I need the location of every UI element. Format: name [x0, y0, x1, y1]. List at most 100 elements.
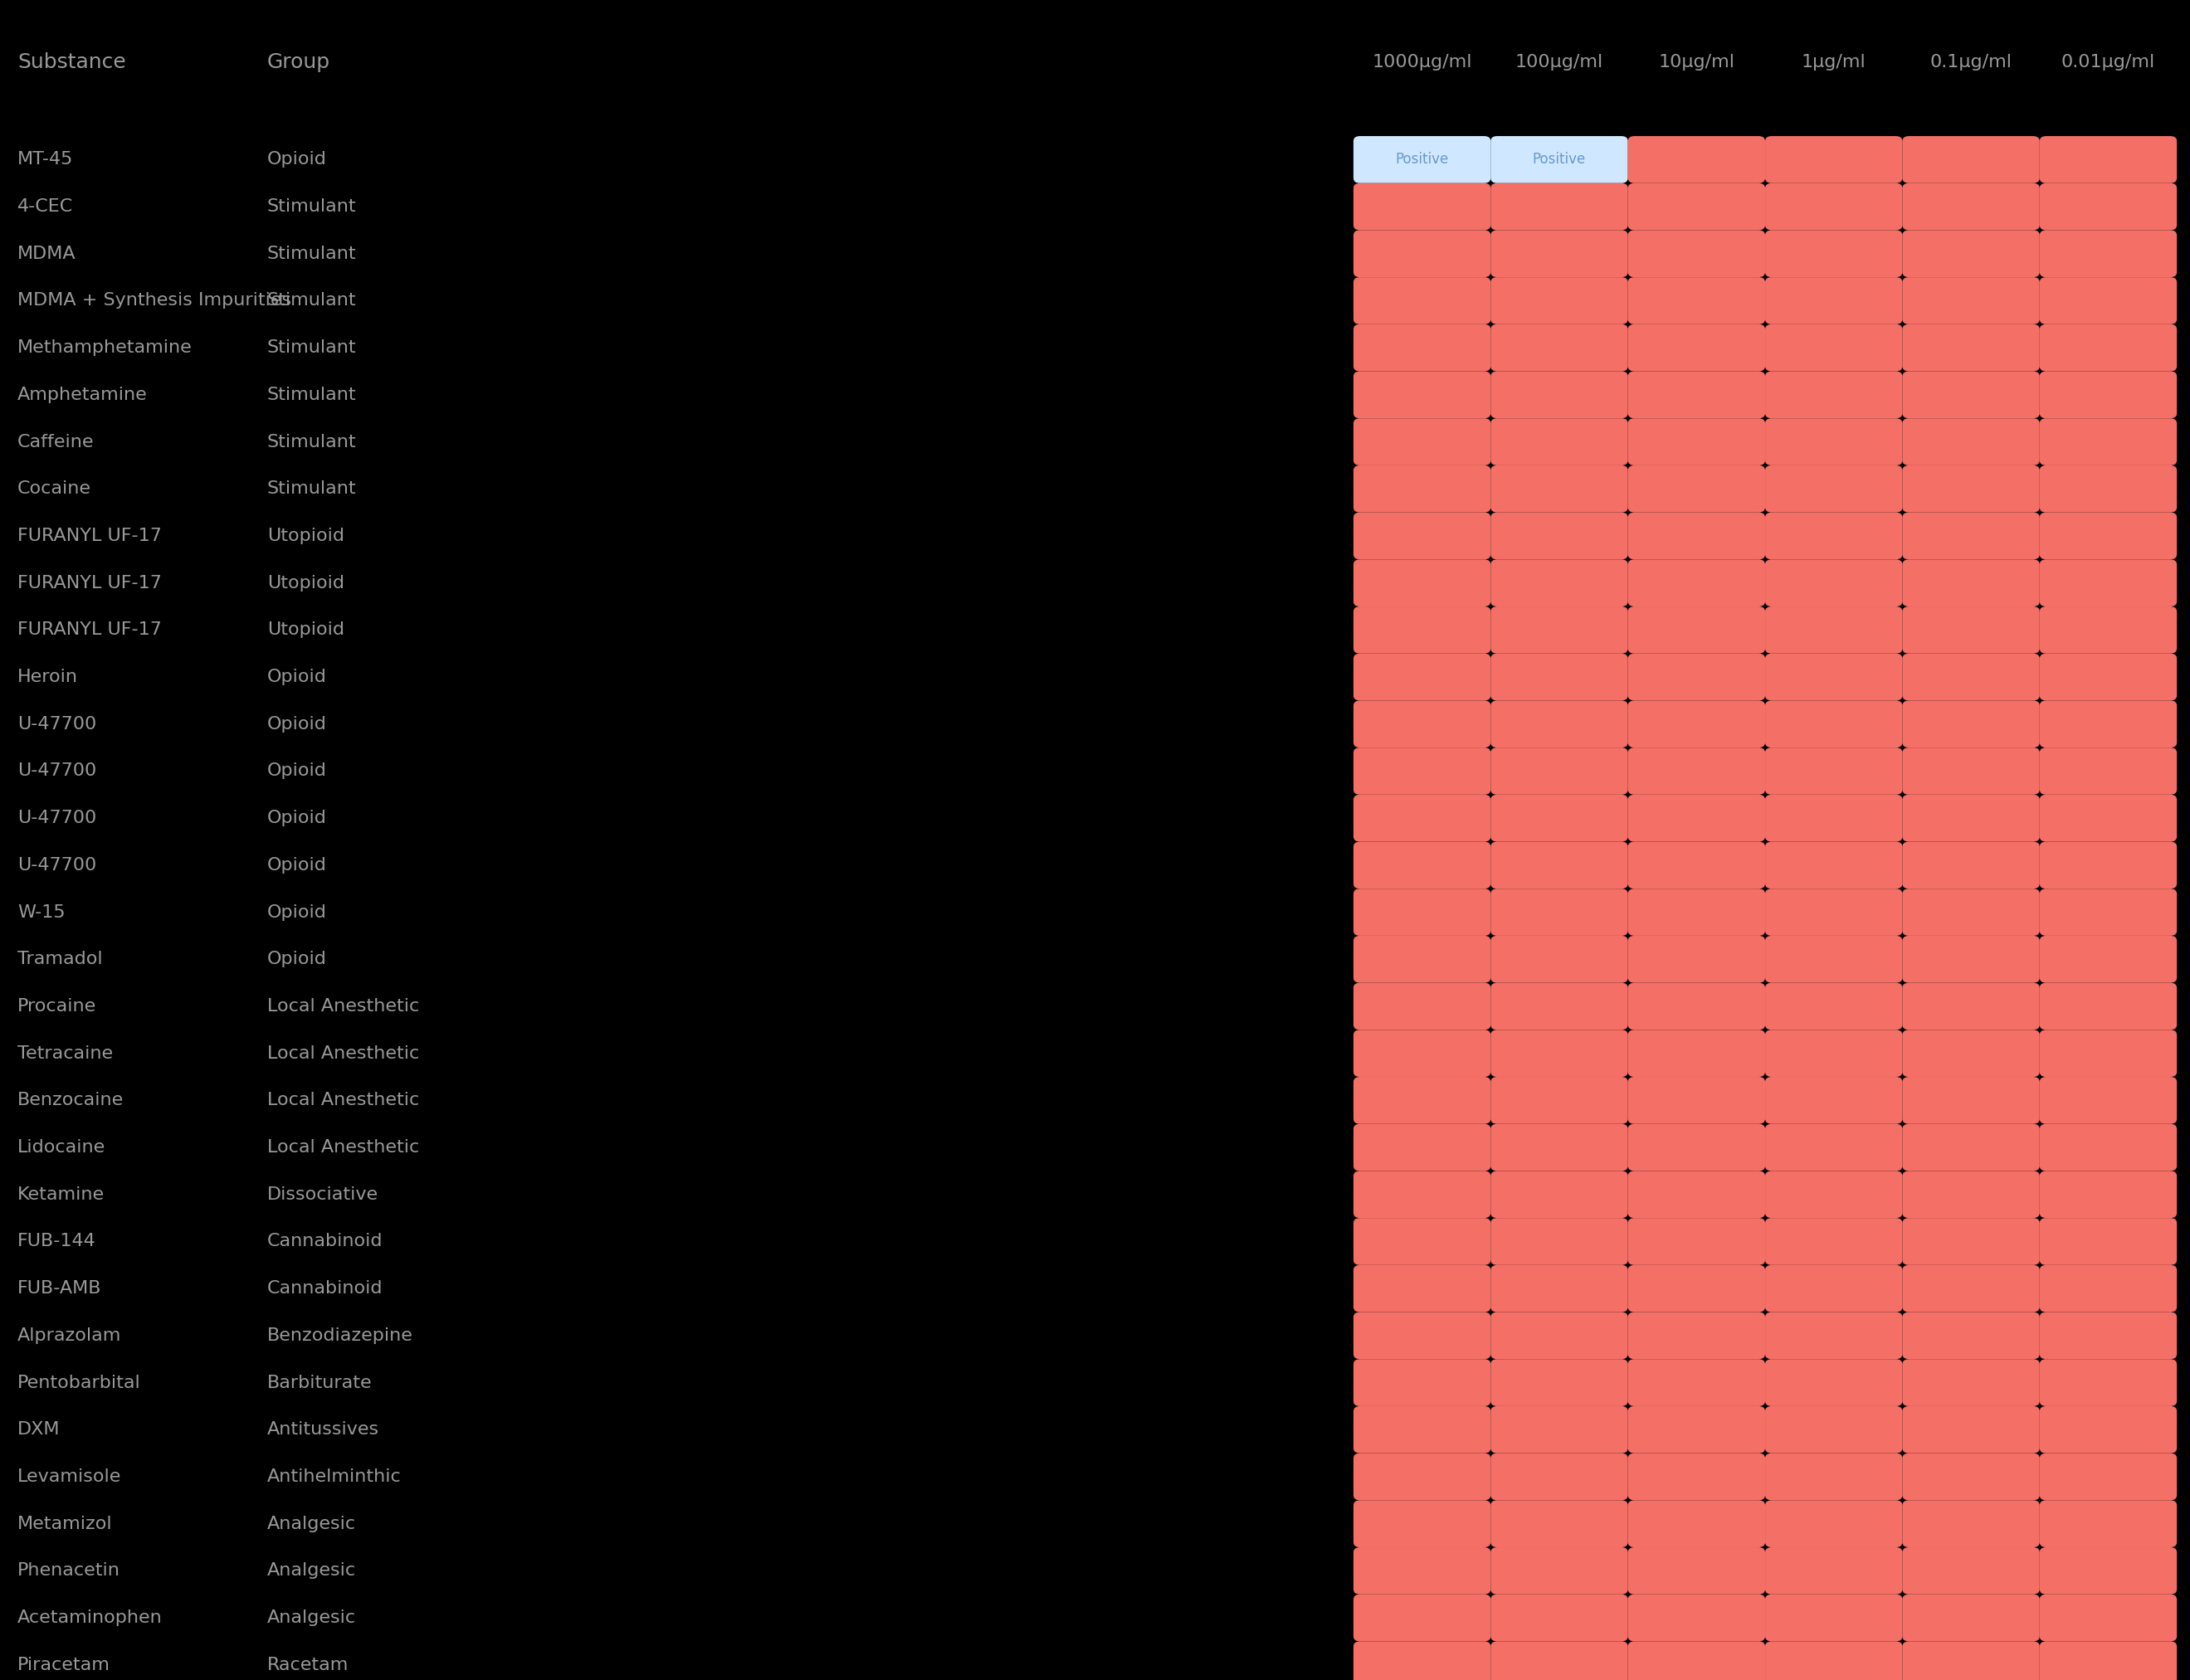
FancyBboxPatch shape	[1491, 842, 1627, 889]
FancyBboxPatch shape	[2039, 606, 2177, 654]
Text: Opioid: Opioid	[267, 669, 326, 685]
FancyBboxPatch shape	[2039, 136, 2177, 183]
FancyBboxPatch shape	[1903, 795, 2039, 842]
FancyBboxPatch shape	[1903, 701, 2039, 748]
Text: Cannabinoid: Cannabinoid	[267, 1233, 383, 1250]
Text: 10μg/ml: 10μg/ml	[1658, 54, 1734, 71]
FancyBboxPatch shape	[1903, 1406, 2039, 1453]
Text: Stimulant: Stimulant	[267, 292, 357, 309]
FancyBboxPatch shape	[2039, 371, 2177, 418]
FancyBboxPatch shape	[2039, 324, 2177, 371]
Text: Barbiturate: Barbiturate	[267, 1374, 372, 1391]
FancyBboxPatch shape	[1353, 1500, 1491, 1547]
FancyBboxPatch shape	[1491, 371, 1627, 418]
Text: Substance: Substance	[18, 52, 127, 72]
FancyBboxPatch shape	[1765, 277, 1903, 324]
FancyBboxPatch shape	[1353, 1406, 1491, 1453]
FancyBboxPatch shape	[1353, 795, 1491, 842]
FancyBboxPatch shape	[1765, 1124, 1903, 1171]
FancyBboxPatch shape	[1491, 1265, 1627, 1312]
Text: Utopioid: Utopioid	[267, 528, 344, 544]
Text: Tramadol: Tramadol	[18, 951, 103, 968]
Text: Group: Group	[267, 52, 331, 72]
FancyBboxPatch shape	[1627, 418, 1765, 465]
Text: Caffeine: Caffeine	[18, 433, 94, 450]
FancyBboxPatch shape	[1627, 1265, 1765, 1312]
FancyBboxPatch shape	[1353, 230, 1491, 277]
FancyBboxPatch shape	[1491, 1218, 1627, 1265]
FancyBboxPatch shape	[1491, 936, 1627, 983]
FancyBboxPatch shape	[1903, 324, 2039, 371]
FancyBboxPatch shape	[1627, 795, 1765, 842]
FancyBboxPatch shape	[1903, 1218, 2039, 1265]
FancyBboxPatch shape	[1491, 748, 1627, 795]
FancyBboxPatch shape	[1491, 230, 1627, 277]
FancyBboxPatch shape	[1353, 748, 1491, 795]
Text: FUB-AMB: FUB-AMB	[18, 1280, 101, 1297]
FancyBboxPatch shape	[1627, 983, 1765, 1030]
FancyBboxPatch shape	[1903, 889, 2039, 936]
FancyBboxPatch shape	[1903, 1641, 2039, 1680]
Text: DXM: DXM	[18, 1421, 61, 1438]
FancyBboxPatch shape	[1765, 1312, 1903, 1359]
FancyBboxPatch shape	[1765, 936, 1903, 983]
FancyBboxPatch shape	[1627, 748, 1765, 795]
FancyBboxPatch shape	[1353, 1453, 1491, 1500]
Text: Opioid: Opioid	[267, 904, 326, 921]
FancyBboxPatch shape	[1627, 1312, 1765, 1359]
Text: Stimulant: Stimulant	[267, 198, 357, 215]
Text: Stimulant: Stimulant	[267, 245, 357, 262]
FancyBboxPatch shape	[1903, 277, 2039, 324]
FancyBboxPatch shape	[1353, 1547, 1491, 1594]
FancyBboxPatch shape	[1627, 1594, 1765, 1641]
FancyBboxPatch shape	[1903, 936, 2039, 983]
FancyBboxPatch shape	[2039, 654, 2177, 701]
Text: 4-CEC: 4-CEC	[18, 198, 72, 215]
Text: 1μg/ml: 1μg/ml	[1802, 54, 1866, 71]
FancyBboxPatch shape	[1765, 795, 1903, 842]
FancyBboxPatch shape	[1903, 654, 2039, 701]
FancyBboxPatch shape	[1903, 371, 2039, 418]
FancyBboxPatch shape	[1903, 136, 2039, 183]
FancyBboxPatch shape	[1353, 606, 1491, 654]
FancyBboxPatch shape	[1765, 1359, 1903, 1406]
Text: Opioid: Opioid	[267, 763, 326, 780]
FancyBboxPatch shape	[2039, 1594, 2177, 1641]
FancyBboxPatch shape	[1627, 1641, 1765, 1680]
Text: Stimulant: Stimulant	[267, 433, 357, 450]
Text: Dissociative: Dissociative	[267, 1186, 379, 1203]
FancyBboxPatch shape	[1491, 1124, 1627, 1171]
FancyBboxPatch shape	[1627, 465, 1765, 512]
FancyBboxPatch shape	[2039, 559, 2177, 606]
Text: Analgesic: Analgesic	[267, 1609, 357, 1626]
FancyBboxPatch shape	[1627, 1406, 1765, 1453]
FancyBboxPatch shape	[1491, 889, 1627, 936]
FancyBboxPatch shape	[1627, 371, 1765, 418]
Text: Opioid: Opioid	[267, 151, 326, 168]
FancyBboxPatch shape	[1353, 1594, 1491, 1641]
FancyBboxPatch shape	[1491, 418, 1627, 465]
FancyBboxPatch shape	[1353, 1218, 1491, 1265]
FancyBboxPatch shape	[1765, 1547, 1903, 1594]
FancyBboxPatch shape	[1491, 136, 1627, 183]
FancyBboxPatch shape	[1353, 277, 1491, 324]
Text: Positive: Positive	[1533, 153, 1586, 166]
FancyBboxPatch shape	[1765, 1641, 1903, 1680]
Text: 0.01μg/ml: 0.01μg/ml	[2061, 54, 2155, 71]
Text: Opioid: Opioid	[267, 951, 326, 968]
FancyBboxPatch shape	[1627, 936, 1765, 983]
FancyBboxPatch shape	[1353, 1359, 1491, 1406]
Text: FURANYL UF-17: FURANYL UF-17	[18, 622, 162, 638]
FancyBboxPatch shape	[1491, 606, 1627, 654]
FancyBboxPatch shape	[1765, 136, 1903, 183]
Text: Local Anesthetic: Local Anesthetic	[267, 998, 418, 1015]
FancyBboxPatch shape	[1903, 465, 2039, 512]
FancyBboxPatch shape	[1353, 183, 1491, 230]
FancyBboxPatch shape	[1903, 983, 2039, 1030]
FancyBboxPatch shape	[2039, 230, 2177, 277]
Text: Stimulant: Stimulant	[267, 480, 357, 497]
FancyBboxPatch shape	[1903, 1359, 2039, 1406]
FancyBboxPatch shape	[1765, 465, 1903, 512]
Text: Methamphetamine: Methamphetamine	[18, 339, 193, 356]
FancyBboxPatch shape	[1353, 701, 1491, 748]
